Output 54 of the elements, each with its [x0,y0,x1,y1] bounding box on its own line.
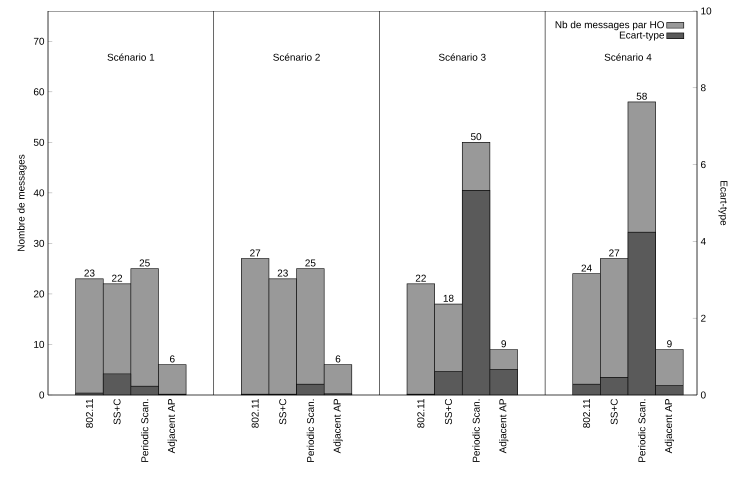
x-tick-label: 802.11 [252,398,259,428]
data-label: 27 [250,249,260,256]
data-label: 27 [609,249,620,256]
data-label: 9 [501,340,506,348]
x-tick-label: Adjacent AP [664,399,674,454]
data-label: 24 [582,264,592,272]
data-label: 23 [84,270,95,277]
data-label: 50 [470,133,482,140]
y-axis-title: Nombre de messages [17,154,27,251]
legend-label: Ecart-type [620,32,664,41]
x-tick-label: Adjacent AP [499,399,508,454]
y2-tick-label: 6 [701,161,706,168]
legend-label: Nb de messages par HO [556,20,664,30]
data-label: 22 [416,274,426,282]
x-tick-label: Adjacent AP [333,399,343,454]
data-label: 25 [305,259,316,266]
data-label: 58 [636,92,647,100]
y-tick-label: 10 [34,340,44,348]
x-tick-label: 802.11 [417,398,424,428]
x-tick-label: 802.11 [583,398,590,428]
data-label: 18 [444,294,454,302]
x-tick-label: SS+C [279,398,286,424]
y-tick-label: 40 [34,189,44,196]
y-tick-label: 20 [34,290,44,298]
annotation: Scénario 1 [108,53,154,61]
x-tick-label: Periodic Scan. [638,399,646,462]
x-tick-label: Adjacent AP [168,399,177,454]
data-label: 6 [336,355,340,362]
y2-tick-label: 2 [701,314,706,322]
x-tick-label: Periodic Scan. [306,399,314,462]
y-tick-label: 0 [39,391,44,399]
y-tick-label: 30 [34,240,44,247]
y2-tick-label: 10 [701,7,712,15]
y-tick-label: 70 [34,38,44,45]
x-tick-label: SS+C [444,398,452,424]
x-tick-label: 802.11 [86,398,93,428]
annotation: Scénario 3 [438,53,486,61]
data-label: 23 [278,270,288,277]
y-tick-label: 50 [34,138,44,146]
x-tick-label: SS+C [610,398,618,424]
y2-tick-label: 0 [700,391,706,399]
annotation: Scénario 4 [604,53,652,61]
y2-axis-title: Ecart-type [718,181,728,226]
y2-tick-label: 8 [700,84,706,92]
x-tick-label: Periodic Scan. [141,399,148,462]
x-tick-label: SS+C [114,398,121,424]
data-label: 22 [112,274,122,282]
y2-tick-label: 4 [700,238,706,245]
x-tick-label: Periodic Scan. [472,399,480,462]
data-label: 6 [170,355,175,362]
data-label: 25 [140,259,150,266]
data-label: 9 [667,340,672,348]
annotation: Scénario 2 [273,53,320,61]
y-tick-label: 60 [34,88,44,96]
